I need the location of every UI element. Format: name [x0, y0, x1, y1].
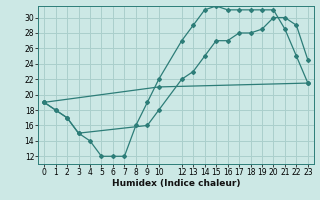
X-axis label: Humidex (Indice chaleur): Humidex (Indice chaleur) — [112, 179, 240, 188]
